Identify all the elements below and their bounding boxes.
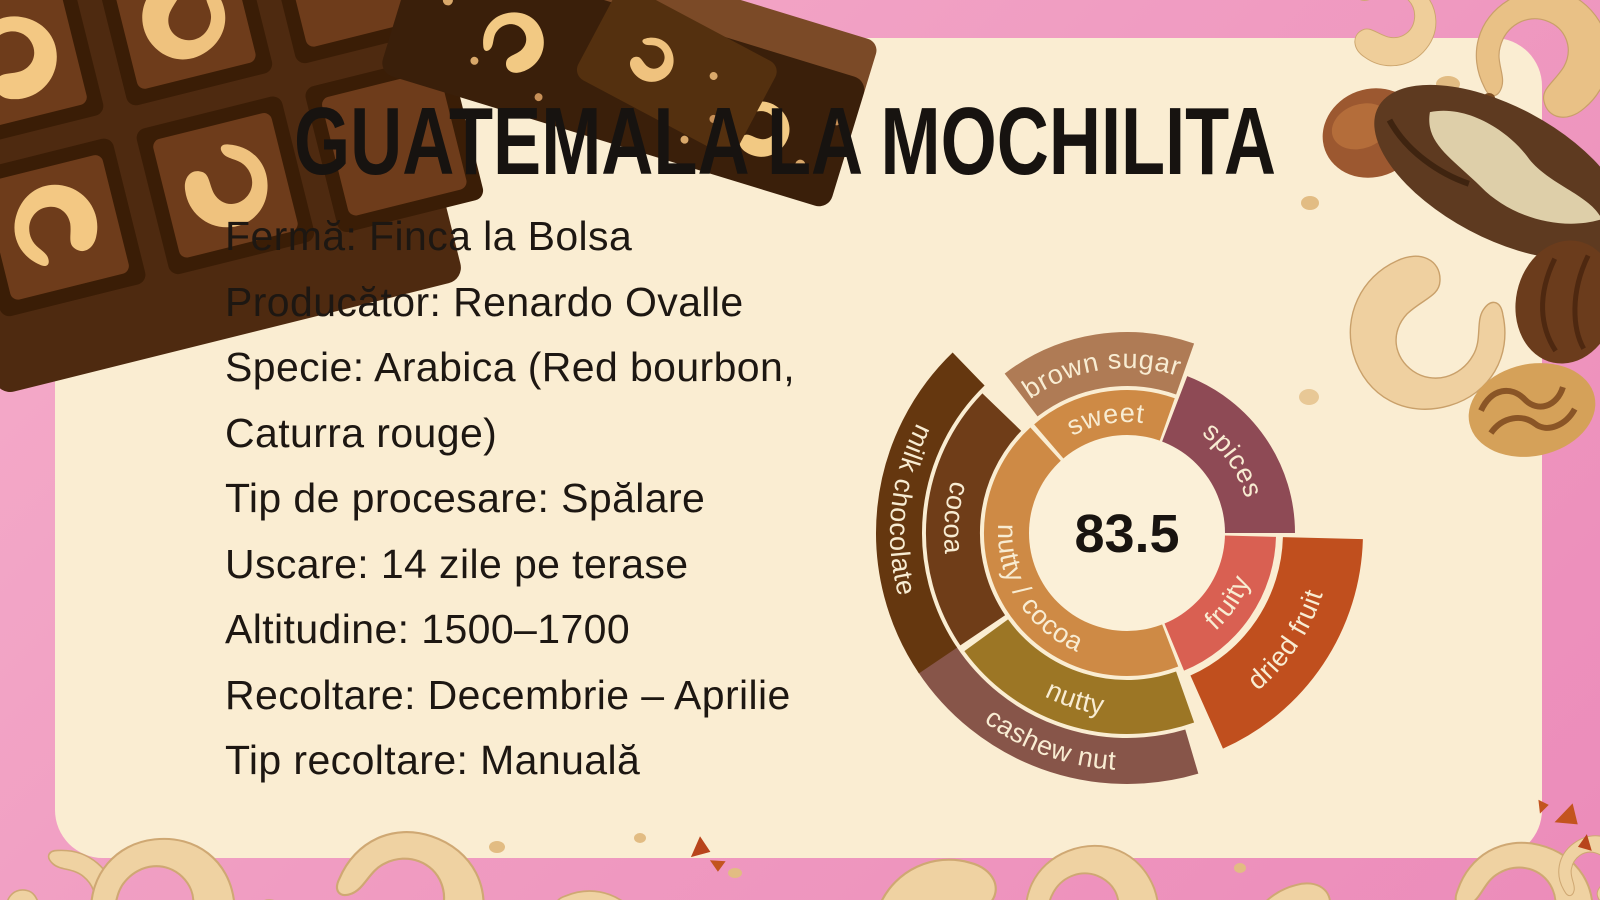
detail-line: Producător: Renardo Ovalle xyxy=(225,278,744,325)
detail-line: Uscare: 14 zile pe terase xyxy=(225,540,689,587)
detail-line: Caturra rouge) xyxy=(225,409,498,456)
detail-line: Fermă: Finca la Bolsa xyxy=(225,213,633,259)
detail-line: Tip de procesare: Spălare xyxy=(225,475,706,521)
detail-line: Specie: Arabica (Red bourbon, xyxy=(225,344,796,390)
coffee-details: Fermă: Finca la Bolsa Producător: Renardo… xyxy=(225,204,795,794)
detail-line: Tip recoltare: Manuală xyxy=(225,737,641,783)
slide-title: GUATEMALA LA MOCHILITA xyxy=(293,89,1277,195)
detail-line: Altitudine: 1500–1700 xyxy=(225,606,631,652)
detail-line: Recoltare: Decembrie – Aprilie xyxy=(225,671,791,718)
